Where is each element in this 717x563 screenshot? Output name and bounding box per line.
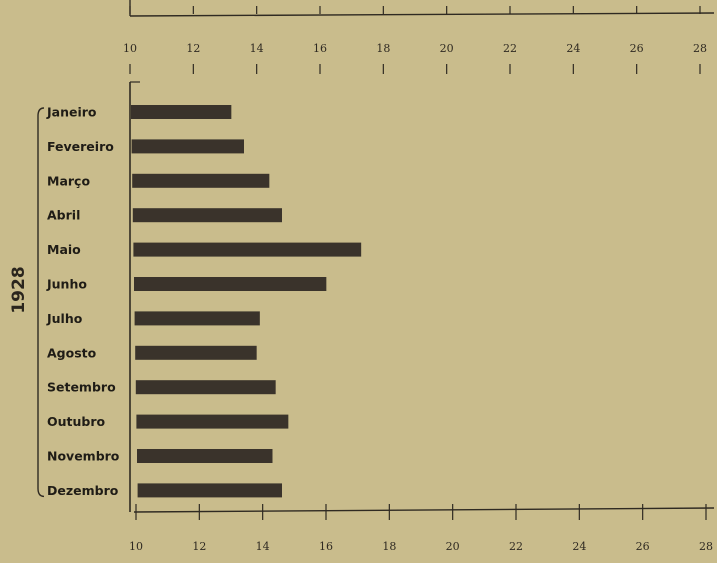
top-tick-label: 28 [693, 42, 707, 55]
bottom-tick-label: 20 [446, 540, 460, 553]
bar-fevereiro [131, 139, 244, 154]
bar-abril [132, 208, 282, 223]
category-label: Janeiro [46, 105, 97, 120]
bottom-tick-label: 18 [382, 540, 396, 553]
bar-julho [134, 311, 260, 326]
category-label: Julho [46, 311, 83, 326]
bar-novembro [137, 449, 273, 463]
bottom-tick-label: 16 [319, 540, 333, 553]
bottom-tick-label: 26 [636, 540, 650, 553]
category-label: Março [47, 173, 90, 188]
top-tick-label: 26 [630, 42, 644, 55]
bar-outubro [136, 414, 289, 429]
top-axis-line [129, 12, 715, 17]
category-label: Dezembro [47, 483, 119, 498]
bottom-tick-label: 14 [256, 540, 270, 553]
bottom-tick-label: 22 [509, 540, 523, 553]
category-label: Agosto [47, 345, 97, 360]
top-tick-label: 24 [566, 42, 580, 55]
bottom-tick-label: 24 [572, 540, 586, 553]
bottom-tick-label: 10 [129, 540, 143, 553]
bottom-axis-line [133, 507, 715, 513]
bar-junho [134, 277, 327, 291]
top-tick-label: 18 [376, 42, 390, 55]
bar-setembro [135, 380, 276, 395]
bar-março [132, 173, 270, 188]
top-tick-label: 10 [123, 42, 137, 55]
axes-group [37, 0, 715, 520]
top-tick-label: 22 [503, 42, 517, 55]
category-label: Junho [46, 277, 87, 292]
category-label: Outubro [47, 414, 106, 429]
top-tick-label: 20 [440, 42, 454, 55]
bar-agosto [135, 345, 257, 360]
bar-dezembro [137, 483, 282, 498]
category-label: Novembro [47, 449, 120, 464]
category-label: Maio [47, 242, 81, 257]
bar-maio [133, 242, 362, 257]
category-label: Fevereiro [47, 139, 114, 154]
bars-group [131, 105, 362, 498]
labels-group: 10 10 12 12 14 14 16 16 18 18 20 20 22 22 24 24 26 26 28 28… [9, 42, 713, 553]
top-tick-label: 12 [186, 42, 200, 55]
year-label: 1928 [9, 266, 29, 313]
bottom-tick-label: 12 [192, 540, 206, 553]
bar-janeiro [131, 105, 232, 119]
category-label: Setembro [47, 380, 116, 395]
top-tick-label: 14 [250, 42, 264, 55]
top-tick-label: 16 [313, 42, 327, 55]
bottom-tick-label: 28 [699, 540, 713, 553]
year-bracket [37, 107, 45, 498]
category-label: Abril [47, 208, 80, 223]
